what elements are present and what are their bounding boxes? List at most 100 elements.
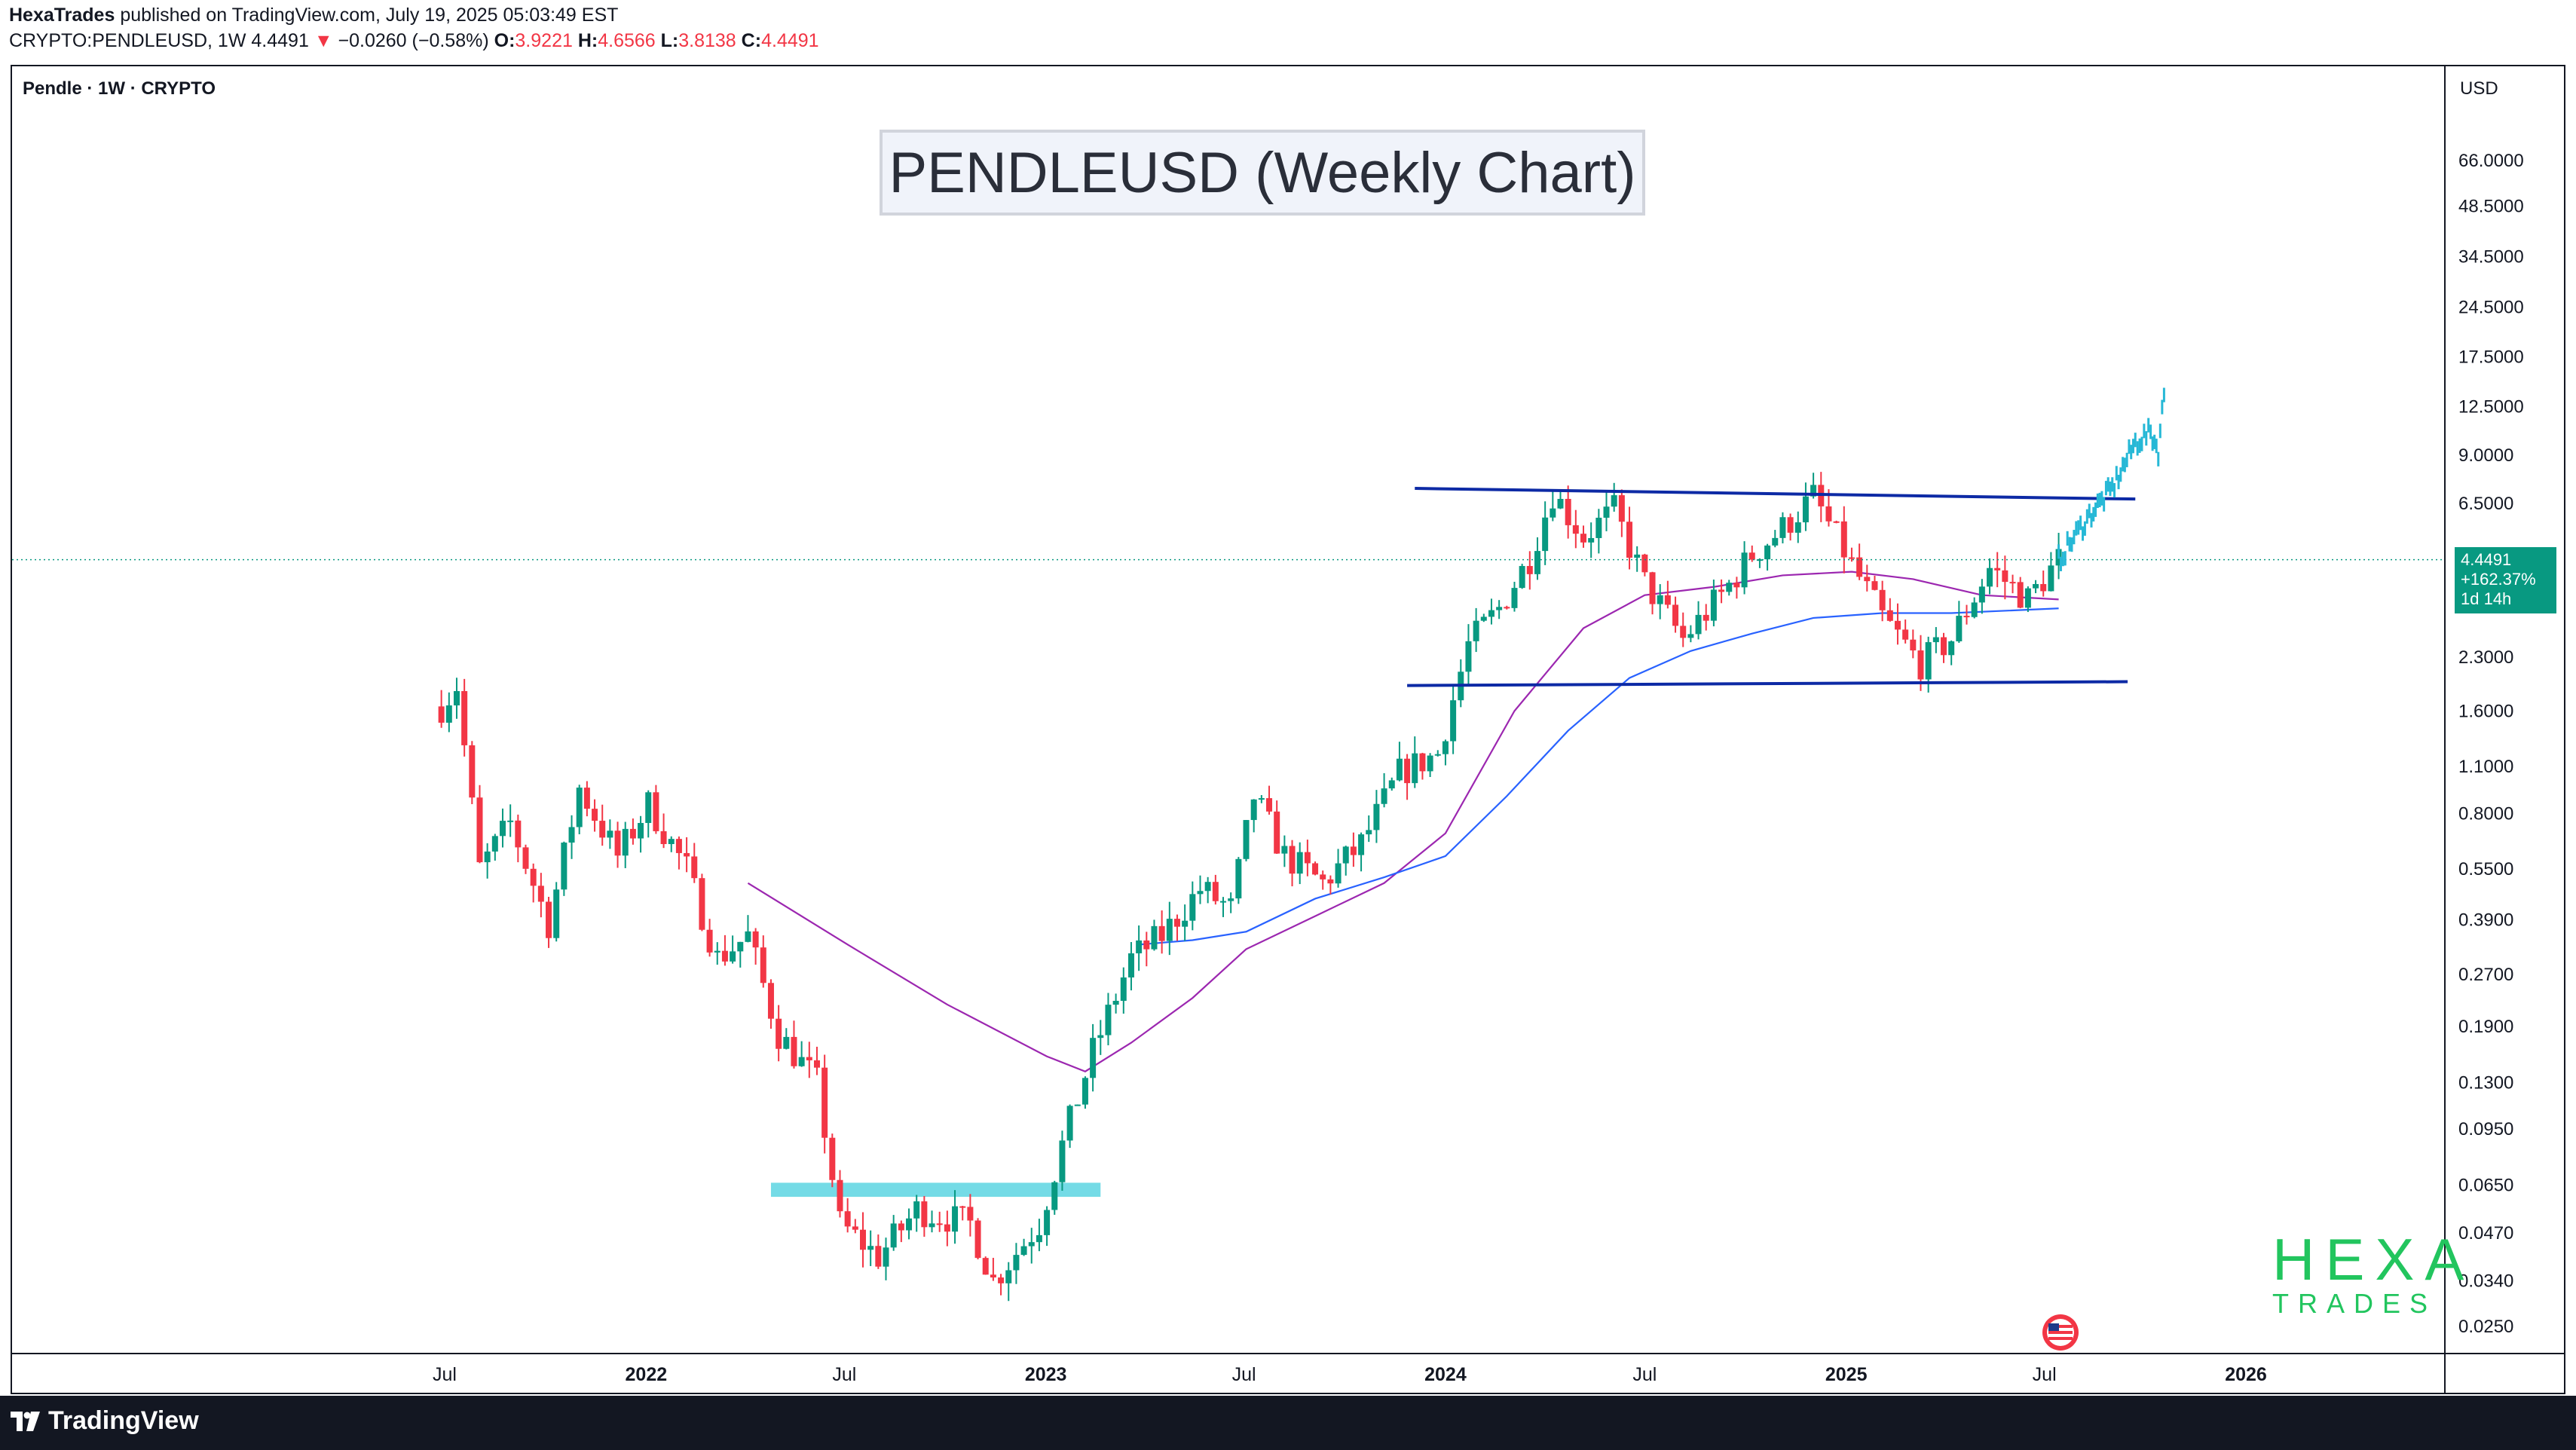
accumulation-zone[interactable] xyxy=(770,1182,1101,1198)
candle-down[interactable] xyxy=(1618,495,1625,522)
candle-down[interactable] xyxy=(875,1246,882,1267)
candle-down[interactable] xyxy=(776,1018,782,1049)
candle-up[interactable] xyxy=(1695,614,1702,635)
candle-up[interactable] xyxy=(1204,882,1211,892)
author-name[interactable]: HexaTrades xyxy=(9,5,115,26)
candle-down[interactable] xyxy=(1894,620,1901,630)
candle-up[interactable] xyxy=(1281,846,1288,854)
candle-down[interactable] xyxy=(592,809,598,821)
candle-down[interactable] xyxy=(614,831,621,856)
candle-down[interactable] xyxy=(1840,521,1847,558)
candle-down[interactable] xyxy=(1580,534,1587,543)
candle-up[interactable] xyxy=(1358,834,1365,855)
candle-up[interactable] xyxy=(1197,891,1204,895)
candle-up[interactable] xyxy=(1151,925,1158,950)
candle-up[interactable] xyxy=(1028,1242,1035,1247)
candle-up[interactable] xyxy=(2024,588,2031,608)
candle-up[interactable] xyxy=(1220,901,1227,903)
candle-up[interactable] xyxy=(507,820,514,822)
candle-up[interactable] xyxy=(1511,588,1518,608)
chart-title[interactable]: PENDLEUSD (Weekly Chart) xyxy=(880,130,1645,216)
candle-down[interactable] xyxy=(990,1274,996,1278)
candle-down[interactable] xyxy=(1733,583,1740,588)
candle-up[interactable] xyxy=(1932,637,1939,643)
candle-down[interactable] xyxy=(721,950,728,962)
candle-down[interactable] xyxy=(660,831,667,845)
candle-down[interactable] xyxy=(1910,639,1917,651)
candle-down[interactable] xyxy=(476,797,483,863)
candle-up[interactable] xyxy=(1603,506,1610,518)
candle-down[interactable] xyxy=(1848,557,1855,559)
candle-up[interactable] xyxy=(1342,846,1349,864)
candle-up[interactable] xyxy=(1090,1038,1097,1078)
candle-up[interactable] xyxy=(737,941,744,952)
candle-up[interactable] xyxy=(1764,545,1771,560)
chart-frame[interactable] xyxy=(11,65,2565,1394)
candle-down[interactable] xyxy=(767,983,774,1019)
candle-down[interactable] xyxy=(959,1206,966,1208)
candle-up[interactable] xyxy=(1726,583,1733,592)
candle-down[interactable] xyxy=(1572,525,1579,534)
candle-up[interactable] xyxy=(1427,755,1433,772)
candle-up[interactable] xyxy=(1074,1104,1081,1106)
candle-up[interactable] xyxy=(2048,565,2054,592)
candle-up[interactable] xyxy=(1480,616,1487,621)
candle-up[interactable] xyxy=(798,1057,805,1066)
candle-down[interactable] xyxy=(1212,882,1219,901)
candle-down[interactable] xyxy=(2009,582,2016,584)
candle-up[interactable] xyxy=(883,1247,889,1267)
candle-down[interactable] xyxy=(1856,557,1863,577)
candle-down[interactable] xyxy=(1963,616,1970,618)
candle-down[interactable] xyxy=(1994,567,2001,571)
candle-up[interactable] xyxy=(553,889,560,938)
candle-down[interactable] xyxy=(546,901,552,938)
candle-down[interactable] xyxy=(1672,604,1679,626)
candle-down[interactable] xyxy=(675,839,682,853)
candle-up[interactable] xyxy=(1235,858,1242,899)
candle-up[interactable] xyxy=(1388,780,1395,789)
candle-up[interactable] xyxy=(1373,803,1380,831)
candle-down[interactable] xyxy=(1350,846,1357,855)
candle-up[interactable] xyxy=(1741,552,1748,588)
candle-up[interactable] xyxy=(1120,977,1127,1002)
candle-up[interactable] xyxy=(1434,754,1441,756)
candle-up[interactable] xyxy=(1802,496,1809,523)
candle-up[interactable] xyxy=(1044,1210,1051,1235)
candle-up[interactable] xyxy=(1488,610,1495,617)
candle-down[interactable] xyxy=(1404,758,1411,784)
candle-down[interactable] xyxy=(1266,798,1273,812)
candle-down[interactable] xyxy=(515,820,522,848)
candle-up[interactable] xyxy=(1756,559,1763,561)
candle-down[interactable] xyxy=(599,821,606,838)
candle-up[interactable] xyxy=(890,1223,897,1248)
tradingview-logo[interactable]: TradingView xyxy=(11,1406,199,1436)
candle-down[interactable] xyxy=(760,947,766,983)
candle-down[interactable] xyxy=(1886,610,1893,621)
candle-up[interactable] xyxy=(1978,586,1985,603)
candle-down[interactable] xyxy=(691,856,698,879)
ma-slow-line[interactable] xyxy=(1139,607,2059,946)
candle-up[interactable] xyxy=(1396,758,1403,781)
candle-up[interactable] xyxy=(1335,863,1342,884)
candle-down[interactable] xyxy=(1664,595,1671,605)
candle-up[interactable] xyxy=(1442,741,1449,754)
candle-down[interactable] xyxy=(1304,852,1311,864)
candle-up[interactable] xyxy=(1550,508,1556,518)
candle-down[interactable] xyxy=(806,1057,812,1060)
candle-down[interactable] xyxy=(684,852,690,857)
candle-up[interactable] xyxy=(1182,920,1189,927)
candle-down[interactable] xyxy=(1173,919,1180,927)
candle-up[interactable] xyxy=(1112,1001,1119,1005)
candle-down[interactable] xyxy=(1680,626,1687,638)
candle-down[interactable] xyxy=(752,931,759,948)
candle-down[interactable] xyxy=(1504,607,1510,609)
candle-up[interactable] xyxy=(1465,641,1472,672)
candle-down[interactable] xyxy=(1143,940,1150,950)
candle-up[interactable] xyxy=(1450,700,1457,742)
candle-down[interactable] xyxy=(974,1220,981,1259)
candle-down[interactable] xyxy=(860,1229,867,1250)
candle-down[interactable] xyxy=(1917,650,1924,680)
candle-down[interactable] xyxy=(944,1224,950,1232)
candle-down[interactable] xyxy=(1748,552,1755,560)
candle-up[interactable] xyxy=(484,851,491,863)
